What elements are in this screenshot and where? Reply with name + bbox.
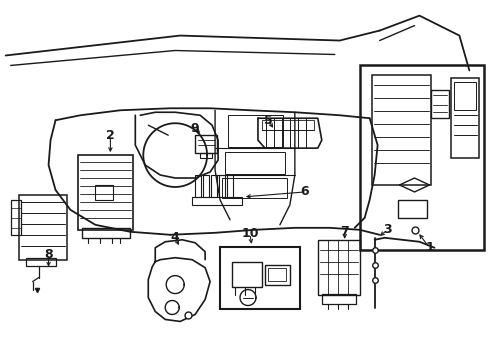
Bar xyxy=(371,75,430,185)
Bar xyxy=(195,175,201,197)
Bar xyxy=(227,115,283,147)
Bar xyxy=(264,265,289,285)
Bar xyxy=(211,175,217,197)
Bar xyxy=(220,247,299,309)
Bar xyxy=(192,197,242,205)
Text: 10: 10 xyxy=(241,227,258,240)
Text: 3: 3 xyxy=(383,223,391,236)
Bar xyxy=(317,240,359,294)
Bar xyxy=(203,175,209,197)
Bar xyxy=(232,262,262,287)
Bar xyxy=(195,135,217,153)
Bar xyxy=(262,120,313,130)
Bar xyxy=(222,178,286,198)
Text: 7: 7 xyxy=(340,225,348,238)
Text: 6: 6 xyxy=(300,185,308,198)
Bar xyxy=(25,258,56,266)
Bar xyxy=(359,66,483,250)
Bar xyxy=(453,82,475,110)
Text: 2: 2 xyxy=(106,129,115,142)
Bar xyxy=(267,268,285,280)
Bar xyxy=(321,293,355,303)
Text: 9: 9 xyxy=(190,122,199,135)
Bar xyxy=(19,195,66,260)
Bar xyxy=(11,200,20,235)
Bar xyxy=(219,175,224,197)
Bar xyxy=(430,90,448,118)
Text: 5: 5 xyxy=(263,114,272,127)
Text: 1: 1 xyxy=(424,241,433,254)
Bar xyxy=(78,155,133,230)
Bar xyxy=(200,153,212,158)
Bar xyxy=(224,152,285,174)
Bar xyxy=(450,78,478,158)
Bar xyxy=(82,228,130,238)
Bar xyxy=(95,185,113,200)
Bar xyxy=(226,175,233,197)
Bar xyxy=(397,200,427,218)
Text: 8: 8 xyxy=(44,248,53,261)
Text: 4: 4 xyxy=(170,231,179,244)
